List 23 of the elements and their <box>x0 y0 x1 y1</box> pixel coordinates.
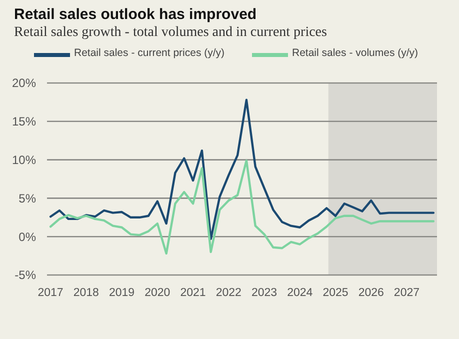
chart-title: Retail sales outlook has improved <box>14 6 257 23</box>
x-tick-label: 2027 <box>394 287 420 299</box>
x-tick-label: 2019 <box>109 287 135 299</box>
y-tick-label: 10% <box>12 153 36 167</box>
y-tick-label: 5% <box>18 191 36 206</box>
x-tick-label: 2018 <box>73 287 99 299</box>
y-tick-label: 20% <box>12 76 36 90</box>
x-tick-label: 2026 <box>358 287 384 299</box>
x-tick-label: 2024 <box>287 287 314 299</box>
legend-label: Retail sales - volumes (y/y) <box>292 47 418 59</box>
legend-label: Retail sales - current prices (y/y) <box>74 47 225 59</box>
y-tick-label: 15% <box>12 114 36 129</box>
x-tick-label: 2022 <box>216 287 242 299</box>
chart-subtitle: Retail sales growth - total volumes and in current prices <box>14 25 327 40</box>
x-tick-label: 2025 <box>322 287 348 299</box>
x-tick-label: 2021 <box>180 287 206 299</box>
line-series <box>49 159 435 255</box>
y-tick-label: -5% <box>14 268 36 282</box>
x-tick-label: 2017 <box>38 287 64 299</box>
x-tick-label: 2020 <box>144 287 170 299</box>
line-series <box>49 98 435 240</box>
y-tick-label: 0% <box>18 230 36 244</box>
x-tick-label: 2023 <box>251 287 278 299</box>
